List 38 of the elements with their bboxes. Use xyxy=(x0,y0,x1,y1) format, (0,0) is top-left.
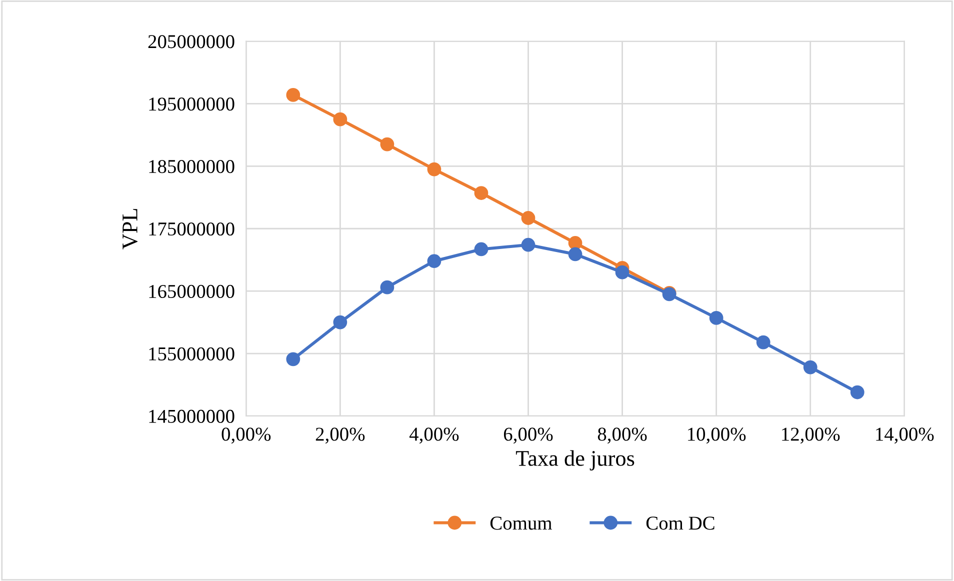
point xyxy=(568,247,582,262)
x-tick-label: 0,00% xyxy=(222,428,271,444)
y-axis-title: VPL xyxy=(122,208,138,250)
x-tick-label: 14,00% xyxy=(876,428,934,444)
point xyxy=(427,162,442,176)
point xyxy=(756,335,770,350)
point xyxy=(615,265,630,280)
y-tick-label: 195000000 xyxy=(149,98,234,111)
y-tick-label: 205000000 xyxy=(148,35,234,48)
point xyxy=(286,352,300,366)
x-tick-label: 12,00% xyxy=(782,428,840,444)
x-axis-title: Taxa de juros xyxy=(516,450,634,470)
point xyxy=(850,385,864,400)
point xyxy=(427,254,442,268)
y-tick-label: 185000000 xyxy=(149,160,234,174)
y-tick-label: 165000000 xyxy=(149,284,234,298)
point xyxy=(521,211,536,225)
x-tick-label: 2,00% xyxy=(316,428,365,444)
x-tick-label: 4,00% xyxy=(409,428,459,444)
point xyxy=(709,310,724,325)
point xyxy=(568,236,582,250)
legend-label: Com DC xyxy=(646,516,714,530)
point xyxy=(803,360,818,374)
x-tick-label: 8,00% xyxy=(598,428,647,444)
y-tick-label: 145000000 xyxy=(149,410,234,423)
point xyxy=(521,238,536,252)
point xyxy=(333,315,348,330)
point xyxy=(380,137,394,152)
point xyxy=(474,186,488,200)
point xyxy=(286,88,300,102)
y-tick-label: 175000000 xyxy=(149,222,234,236)
point xyxy=(380,280,394,294)
legend-label: Comum xyxy=(490,516,552,530)
x-tick-label: 6,00% xyxy=(504,428,553,444)
point xyxy=(333,112,348,126)
x-tick-label: 10,00% xyxy=(688,428,746,444)
point xyxy=(474,242,488,256)
y-tick-label: 155000000 xyxy=(149,347,234,360)
